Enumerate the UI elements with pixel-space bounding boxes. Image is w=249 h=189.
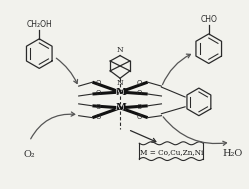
Text: O: O (137, 80, 142, 86)
Text: O: O (137, 114, 142, 120)
Text: O: O (96, 80, 101, 86)
Text: O: O (96, 104, 101, 110)
Text: CH₂OH: CH₂OH (26, 20, 52, 29)
Text: O: O (96, 90, 101, 96)
Text: M: M (114, 103, 126, 112)
Text: CHO: CHO (200, 15, 217, 24)
Text: O: O (137, 90, 142, 96)
Text: M: M (116, 88, 126, 97)
Text: M: M (114, 88, 126, 97)
Text: N: N (117, 79, 124, 87)
Text: M: M (116, 103, 126, 112)
Text: O: O (137, 104, 142, 110)
Text: O₂: O₂ (24, 150, 35, 159)
Text: M = Co,Cu,Zn,Ni: M = Co,Cu,Zn,Ni (140, 148, 203, 156)
Text: O: O (96, 114, 101, 120)
Text: H₂O: H₂O (222, 149, 243, 158)
Text: N: N (117, 46, 124, 54)
